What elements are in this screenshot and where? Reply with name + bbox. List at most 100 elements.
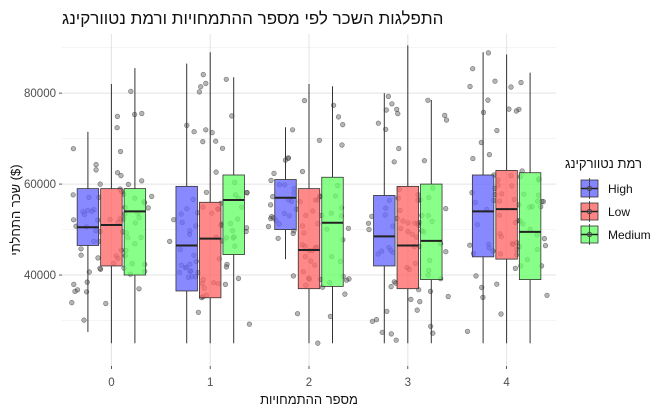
jitter-point [84,279,90,285]
jitter-point [270,194,276,200]
box-body [100,188,123,267]
jitter-point [299,168,306,175]
jitter-point [275,235,281,241]
legend-swatch-point [586,231,593,238]
jitter-point [149,193,155,199]
jitter-point [70,192,76,198]
jitter-point [508,84,514,90]
box-body [297,188,321,290]
jitter-point [213,169,219,175]
box-body [175,185,198,292]
jitter-point [114,113,120,119]
jitter-point [195,309,201,315]
jitter-point [421,158,428,164]
jitter-point [331,102,337,108]
jitter-point [200,71,206,78]
legend-label: Low [608,205,630,219]
legend-title: רמת נטוורקינג [565,156,642,171]
y-axis-title: שכר התחלתי ($) [8,164,23,255]
jitter-point [271,170,277,176]
box-body [420,183,443,280]
jitter-point [203,189,209,195]
box-body [373,195,396,267]
jitter-point [339,142,345,148]
y-axis-ticks: 40000 60000 80000 [24,88,62,282]
x-tick-label: 2 [306,377,312,389]
jitter-point [443,206,449,212]
jitter-point [541,236,548,242]
jitter-point [167,238,173,244]
jitter-point [365,220,372,226]
jitter-point [494,281,500,287]
box-low-1 [199,52,222,344]
jitter-point [417,299,423,305]
jitter-point [388,331,394,337]
jitter-point [544,292,550,298]
jitter-point [343,277,350,283]
jitter-point [136,286,142,292]
box-body [495,170,518,260]
jitter-point [128,88,134,94]
jitter-point [542,243,549,249]
jitter-point [145,205,151,211]
jitter-point [384,308,390,314]
jitter-point [492,78,498,84]
box-body [199,201,222,299]
jitter-point [97,181,103,187]
jitter-point [213,138,219,144]
x-tick-label: 4 [503,377,510,389]
jitter-point [346,276,352,282]
y-tick-label: 80000 [24,88,56,100]
jitter-point [246,321,252,327]
jitter-point [513,108,520,114]
box-body [471,174,495,258]
jitter-point [470,155,476,162]
jitter-point [72,288,78,295]
jitter-point [408,296,414,303]
y-tick-label: 40000 [24,270,56,282]
box-body [222,174,245,255]
box-body [518,172,542,280]
jitter-point [203,80,209,86]
legend: רמת נטוורקינג High Low Medium [565,156,651,245]
jitter-point [235,275,242,282]
legend-label: High [608,182,633,196]
jitter-point [345,225,352,231]
jitter-point [71,281,77,288]
legend-swatch-point [586,185,593,192]
legend-label: Medium [608,228,651,242]
jitter-point [191,129,197,135]
box-medium-1 [222,77,245,344]
jitter-point [396,145,402,152]
box-body [76,188,100,246]
jitter-point [486,152,493,158]
chart-title: התפלגות השכר לפי מספר ההתמחויות ורמת נטו… [62,9,443,28]
box-medium-3 [420,99,443,344]
box-high-1 [175,63,198,344]
jitter-point [464,328,471,335]
box-high-2 [274,127,297,260]
jitter-point [414,307,420,313]
jitter-point [342,291,348,297]
jitter-point [223,264,229,270]
boxes [76,45,542,344]
jitter-point [125,181,131,187]
jitter-point [425,97,431,103]
legend-item-low: Low [580,201,630,222]
jitter-point [294,311,301,317]
box-high-0 [76,131,100,332]
jitter-point [470,66,476,72]
jitter-point [473,273,479,279]
jitter-point [222,281,228,288]
x-axis-title: מספר ההתמחויות [260,392,358,407]
jitter-point [114,125,120,131]
y-tick-label: 60000 [24,179,56,191]
box-body [396,185,419,290]
jitter-point [375,120,382,126]
box-body [321,176,344,287]
jitter-point [494,127,500,134]
jitter-point [315,340,321,346]
jitter-point [74,287,81,293]
jitter-point [443,117,450,123]
